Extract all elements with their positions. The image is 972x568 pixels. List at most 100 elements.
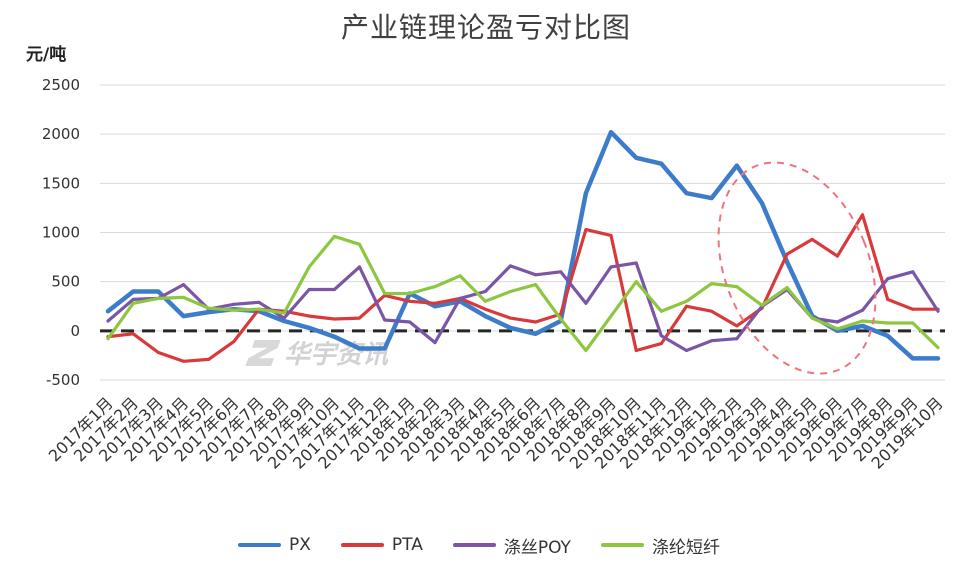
data-point-pta [785, 252, 789, 256]
legend-item-polyester-staple: 涤纶短纤 [600, 533, 720, 558]
data-point-px [760, 201, 764, 205]
data-point-px [207, 310, 211, 314]
data-point-polyester-poy [257, 300, 261, 304]
data-point-px [584, 191, 588, 195]
data-point-px [508, 326, 512, 330]
data-point-pta [483, 307, 487, 311]
data-point-polyester-staple [835, 327, 839, 331]
data-point-polyester-staple [508, 290, 512, 293]
data-point-px [685, 191, 688, 195]
data-point-polyester-poy [609, 265, 613, 269]
legend-label-polyester-poy: 涤丝POY [503, 537, 571, 558]
data-point-pta [911, 307, 915, 311]
data-point-polyester-poy [886, 277, 890, 281]
data-point-polyester-staple [383, 292, 387, 295]
data-point-polyester-staple [936, 346, 940, 350]
data-point-polyester-staple [609, 314, 613, 318]
data-point-px [785, 260, 789, 264]
data-point-px [911, 356, 915, 360]
data-point-polyester-staple [156, 296, 160, 300]
data-point-polyester-staple [207, 306, 211, 310]
data-point-polyester-poy [433, 341, 437, 345]
data-point-polyester-staple [911, 321, 915, 325]
data-point-polyester-poy [106, 319, 110, 323]
data-point-pta [307, 314, 311, 318]
data-point-px [634, 156, 638, 160]
data-point-polyester-poy [559, 270, 563, 274]
data-point-polyester-poy [282, 316, 286, 320]
legend-swatch-px [238, 543, 281, 547]
data-point-px [936, 356, 940, 360]
data-point-px [735, 164, 739, 168]
data-point-px [710, 196, 714, 200]
legend-label-polyester-staple: 涤纶短纤 [651, 537, 720, 558]
data-point-px [433, 304, 437, 308]
data-point-polyester-poy [508, 264, 512, 268]
data-point-polyester-staple [282, 311, 286, 315]
legend-label-px: PX [289, 535, 311, 555]
legend-label-pta: PTA [391, 535, 423, 555]
data-point-px [886, 334, 890, 338]
data-point-px [182, 314, 185, 318]
data-point-pta [835, 254, 839, 258]
data-point-polyester-staple [861, 319, 864, 323]
data-point-polyester-poy [131, 297, 135, 301]
data-point-polyester-poy [835, 320, 839, 324]
series-line-px [105, 129, 941, 361]
data-point-pta [810, 237, 814, 241]
data-point-polyester-staple [131, 301, 135, 305]
y-axis-unit-label: 元/吨 [26, 45, 67, 65]
data-point-pta [182, 359, 185, 363]
data-point-polyester-staple [710, 282, 714, 286]
data-point-pta [609, 233, 613, 237]
legend-swatch-polyester-poy [452, 543, 496, 547]
data-point-px [156, 290, 160, 293]
data-point-pta [861, 213, 864, 217]
data-point-polyester-poy [710, 339, 714, 343]
data-point-polyester-staple [735, 285, 739, 289]
y-tick-label: 2000 [42, 125, 80, 143]
data-point-pta [534, 320, 538, 324]
data-point-px [659, 162, 663, 166]
data-point-px [609, 130, 613, 134]
data-point-pta [508, 316, 512, 320]
data-point-px [106, 309, 110, 313]
series-lines [105, 129, 941, 363]
gridlines [100, 84, 945, 381]
data-point-px [534, 332, 538, 336]
data-point-polyester-poy [232, 302, 236, 306]
data-point-polyester-poy [534, 273, 538, 277]
legend-item-polyester-poy: 涤丝POY [452, 533, 571, 558]
data-point-pta [685, 304, 688, 308]
data-point-polyester-staple [307, 265, 311, 269]
data-point-polyester-staple [106, 337, 110, 341]
data-point-polyester-staple [785, 286, 789, 290]
y-tick-label: 500 [51, 273, 80, 291]
data-point-polyester-staple [659, 309, 663, 313]
highlight-ellipse [717, 161, 877, 375]
legend-item-pta: PTA [340, 535, 423, 555]
data-point-pta [332, 317, 336, 321]
data-point-pta [131, 332, 135, 336]
data-point-pta [886, 297, 890, 301]
data-point-polyester-staple [634, 280, 638, 284]
y-tick-label: -500 [46, 371, 80, 389]
data-point-polyester-poy [584, 301, 588, 305]
data-point-polyester-poy [332, 288, 336, 291]
data-point-pta [710, 309, 714, 313]
data-point-polyester-poy [634, 261, 638, 265]
series-line-polyester-poy [106, 261, 940, 353]
y-tick-label: 2500 [42, 76, 80, 94]
data-point-pta [207, 357, 211, 361]
data-point-polyester-staple [232, 308, 236, 312]
data-point-polyester-poy [911, 270, 915, 274]
chart-title: 产业链理论盈亏对比图 [340, 11, 631, 44]
data-point-polyester-staple [559, 317, 563, 321]
y-tick-label: 1500 [42, 174, 80, 192]
data-point-polyester-staple [685, 299, 688, 303]
data-point-pta [584, 228, 588, 232]
data-point-polyester-poy [685, 349, 688, 352]
data-point-polyester-poy [483, 290, 487, 293]
data-point-pta [358, 316, 361, 320]
data-point-pta [735, 324, 739, 328]
